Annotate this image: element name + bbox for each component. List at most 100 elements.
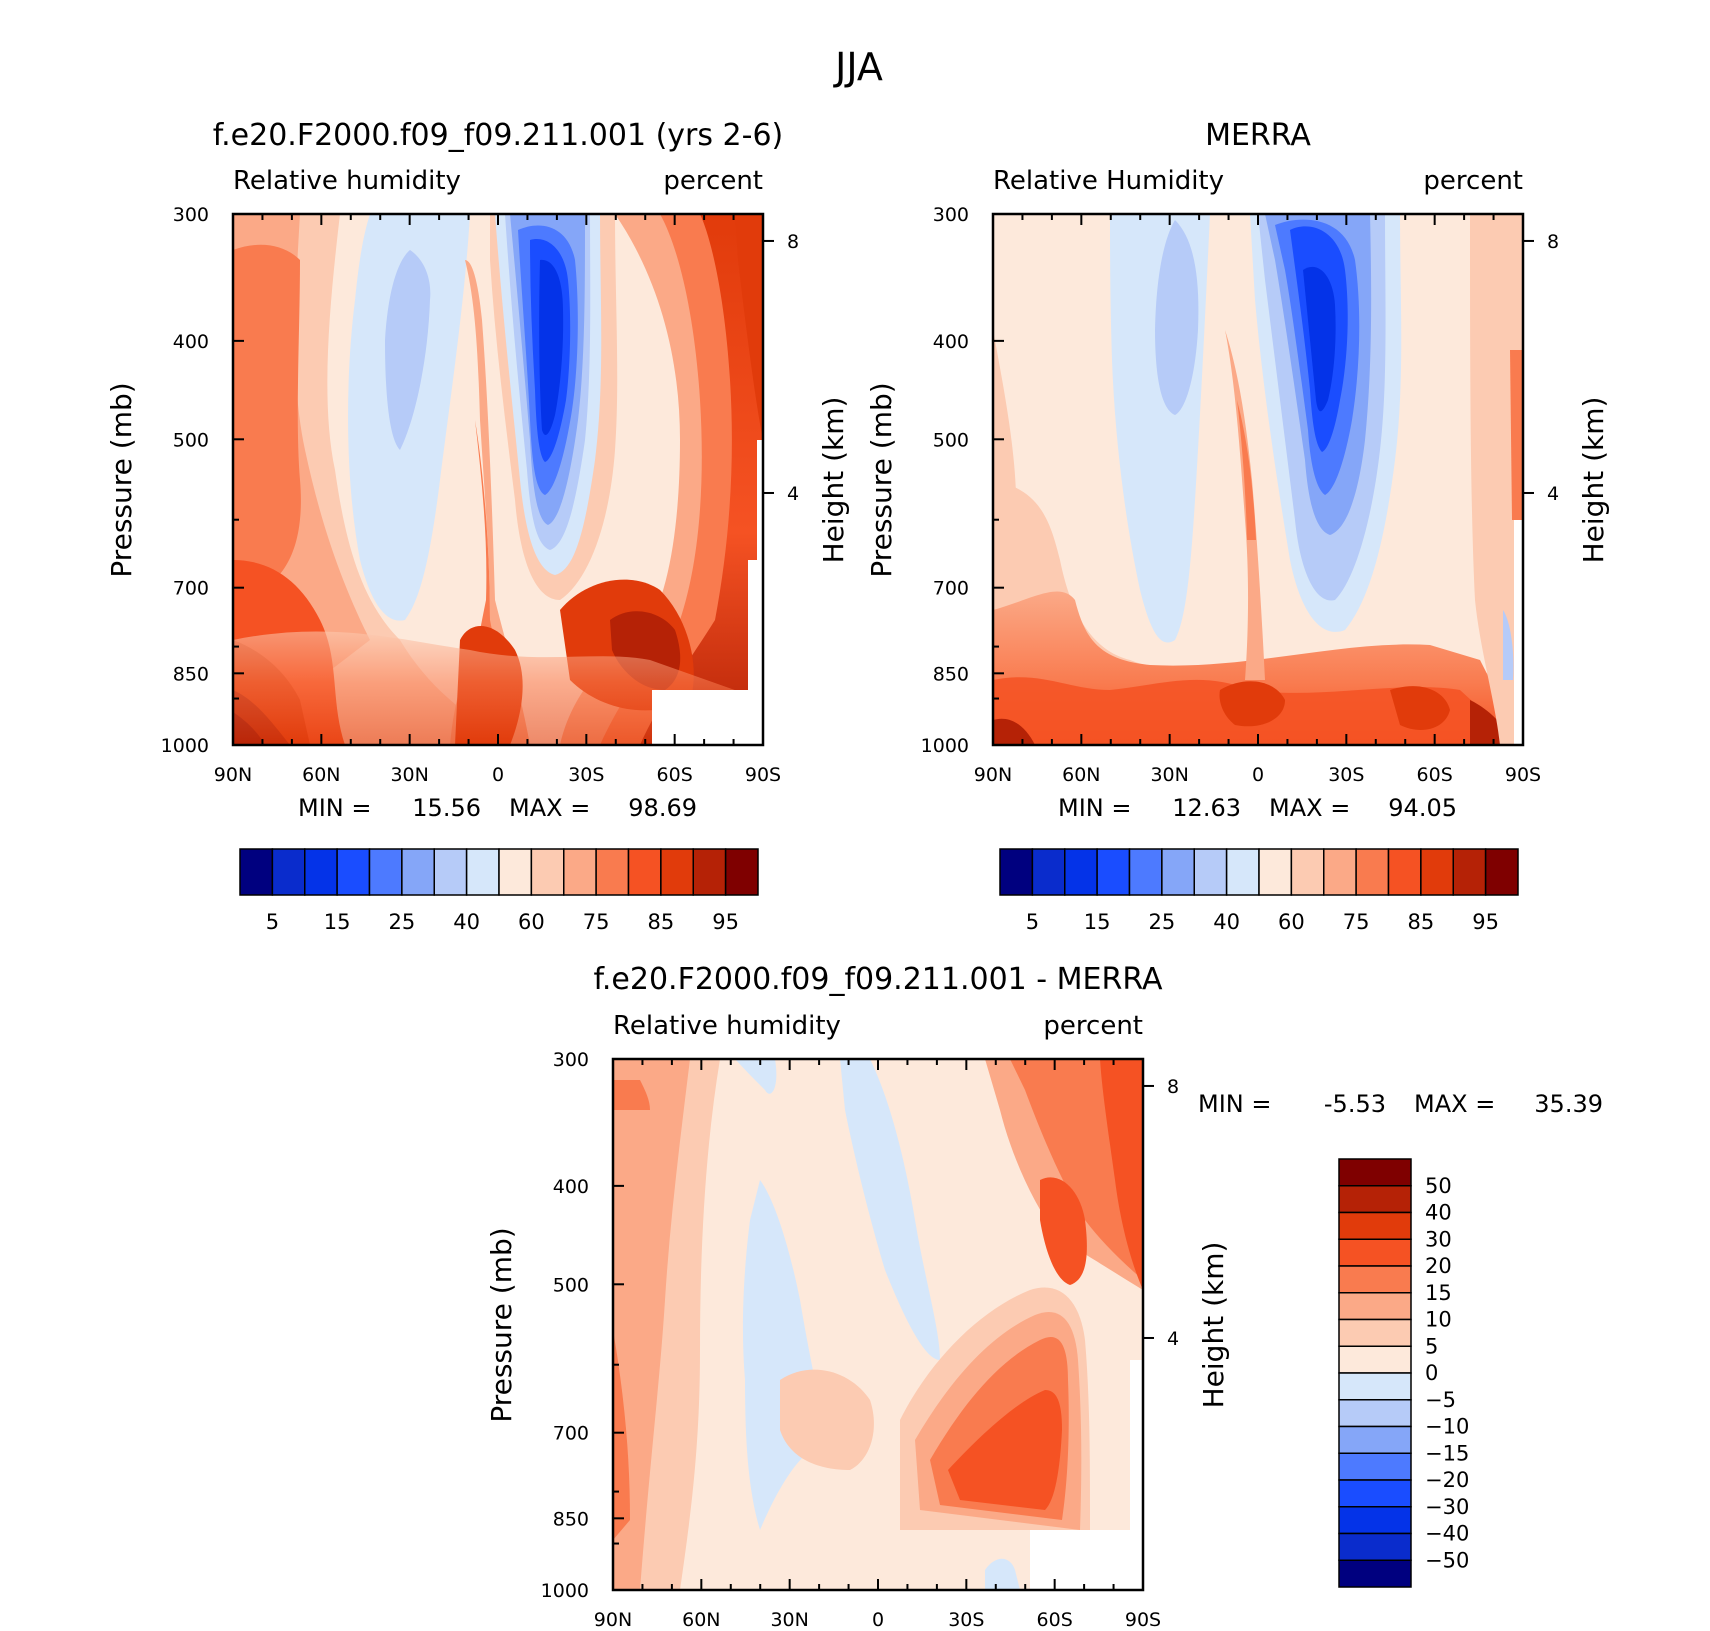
panel-model: f.e20.F2000.f09_f09.211.001 (yrs 2-6) Re…	[105, 118, 850, 934]
colorbar-label: 95	[1472, 910, 1499, 934]
colorbar-label: 75	[583, 910, 610, 934]
colorbar-swatch	[304, 848, 338, 896]
colorbar-swatch	[271, 848, 306, 896]
x-axis: 90N 60N 30N 0 30S 60S 90S	[974, 214, 1541, 786]
colorbar-swatch	[1161, 848, 1195, 896]
panel-title: f.e20.F2000.f09_f09.211.001 (yrs 2-6)	[213, 118, 783, 153]
colorbar-label: 75	[1343, 910, 1370, 934]
colorbar-swatch	[1355, 848, 1390, 896]
y-tick-label: 300	[173, 204, 209, 226]
y-tick-label: 700	[553, 1423, 589, 1445]
variable-label: Relative humidity	[233, 166, 461, 196]
y2-axis-title: Height (km)	[1197, 1242, 1230, 1409]
colorbar-swatch	[1225, 848, 1260, 896]
colorbar-swatch	[1338, 1185, 1412, 1214]
colorbar-swatch	[1338, 1425, 1412, 1454]
colorbar-label: −20	[1425, 1468, 1469, 1492]
colorbar-label: 10	[1425, 1308, 1452, 1332]
colorbar-label: 15	[1425, 1281, 1452, 1305]
variable-label: Relative humidity	[613, 1011, 841, 1041]
units-label: percent	[1043, 1011, 1143, 1041]
colorbar-swatch	[1338, 1532, 1412, 1561]
x-tick-label: 30S	[948, 1609, 984, 1631]
panel-title: f.e20.F2000.f09_f09.211.001 - MERRA	[593, 962, 1162, 997]
y2-tick-label: 4	[787, 483, 799, 505]
colorbar-label: 60	[518, 910, 545, 934]
y-tick-label: 400	[173, 331, 209, 353]
colorbar-swatch	[465, 848, 500, 896]
max-text: MAX =	[509, 794, 590, 822]
colorbar-swatch	[1338, 1452, 1412, 1481]
x-tick-label: 90N	[594, 1609, 632, 1631]
colorbar-swatch	[1096, 848, 1131, 896]
colorbar-swatch	[660, 848, 694, 896]
max-value: 98.69	[628, 794, 697, 822]
x-tick-label: 0	[1252, 764, 1264, 786]
colorbar-label: 85	[1408, 910, 1435, 934]
colorbar-swatch	[724, 848, 759, 896]
x-axis: 90N 60N 30N 0 30S 60S 90S	[214, 214, 781, 786]
colorbar-label: 25	[1149, 910, 1176, 934]
y-tick-label: 400	[553, 1176, 589, 1198]
colorbar-swatch	[239, 848, 274, 896]
colorbar-swatch	[1338, 1479, 1412, 1508]
colorbar-swatch	[1338, 1506, 1412, 1535]
x-tick-label: 90S	[745, 764, 781, 786]
colorbar-swatch	[1064, 848, 1098, 896]
x-tick-label: 60N	[1062, 764, 1100, 786]
colorbar-label: −30	[1425, 1495, 1469, 1519]
colorbar-swatch	[1338, 1211, 1412, 1240]
colorbar-swatch	[1338, 1345, 1412, 1374]
y-tick-label: 700	[933, 578, 969, 600]
x-tick-label: 30S	[568, 764, 604, 786]
colorbar-swatch	[1452, 848, 1487, 896]
x-tick-label: 90S	[1505, 764, 1541, 786]
colorbar-label: 20	[1425, 1254, 1452, 1278]
max-value: 94.05	[1388, 794, 1457, 822]
colorbar-swatch	[498, 848, 533, 896]
colorbar-label: 15	[1084, 910, 1111, 934]
colorbar-label: −15	[1425, 1441, 1469, 1465]
colorbar: 5 15 25 40 60 75 85 95	[999, 848, 1519, 934]
x-axis: 90N 60N 30N 0 30S 60S 90S	[594, 1059, 1161, 1631]
variable-label: Relative Humidity	[993, 166, 1224, 196]
x-tick-label: 60S	[1417, 764, 1453, 786]
y2-tick-label: 4	[1547, 483, 1559, 505]
colorbar-swatch	[1387, 848, 1422, 896]
colorbar-label: 40	[1425, 1201, 1452, 1225]
x-tick-label: 60N	[302, 764, 340, 786]
y-tick-label: 850	[553, 1508, 589, 1530]
colorbar-swatch	[530, 848, 565, 896]
colorbar-swatch	[1290, 848, 1325, 896]
min-max-line: MIN = 12.63 MAX = 94.05	[1058, 794, 1457, 822]
min-value: 15.56	[412, 794, 481, 822]
colorbar-swatch	[1128, 848, 1163, 896]
y-tick-label: 700	[173, 578, 209, 600]
colorbar-label: 40	[1213, 910, 1240, 934]
y2-axis: 84	[1523, 231, 1559, 505]
colorbar-swatch	[1484, 848, 1519, 896]
colorbar-swatch	[692, 848, 727, 896]
min-max-line: MIN = -5.53 MAX = 35.39	[1198, 1090, 1603, 1118]
y2-axis-title: Height (km)	[1577, 397, 1610, 564]
y2-tick-label: 8	[1547, 231, 1559, 253]
y-axis-title: Pressure (mb)	[105, 382, 138, 577]
colorbar-label: 40	[453, 910, 480, 934]
y-tick-label: 400	[933, 331, 969, 353]
y-tick-label: 850	[933, 663, 969, 685]
colorbar-swatch	[1420, 848, 1454, 896]
colorbar-label: −40	[1425, 1522, 1469, 1546]
y2-axis: 84	[763, 231, 799, 505]
colorbar-swatch	[999, 848, 1034, 896]
x-tick-label: 90N	[974, 764, 1012, 786]
units-label: percent	[663, 166, 763, 196]
colorbar-swatch	[401, 848, 435, 896]
colorbar-swatch	[368, 848, 403, 896]
y-tick-label: 850	[173, 663, 209, 685]
y-tick-label: 300	[933, 204, 969, 226]
min-value: -5.53	[1324, 1090, 1386, 1118]
y-axis: 300 400 500 700 850 1000	[161, 204, 244, 757]
x-tick-label: 30S	[1328, 764, 1364, 786]
colorbar-label: −50	[1425, 1548, 1469, 1572]
